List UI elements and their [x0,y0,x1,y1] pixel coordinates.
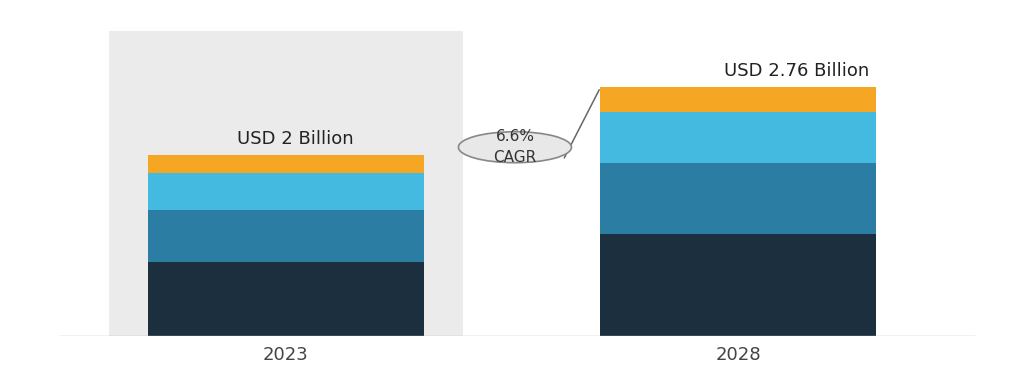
Bar [148,262,424,336]
Ellipse shape [459,132,571,163]
Text: 6.6%
CAGR: 6.6% CAGR [494,129,537,165]
Bar [148,210,424,262]
Bar [600,112,876,163]
Bar [148,155,424,173]
Text: 2028: 2028 [716,346,761,364]
Bar [148,173,424,210]
Text: 2023: 2023 [263,346,309,364]
Bar [600,234,876,336]
Bar [600,87,876,112]
Text: USD 2.76 Billion: USD 2.76 Billion [724,62,869,80]
Bar [109,31,463,336]
Text: USD 2 Billion: USD 2 Billion [238,130,354,148]
Bar [600,163,876,234]
